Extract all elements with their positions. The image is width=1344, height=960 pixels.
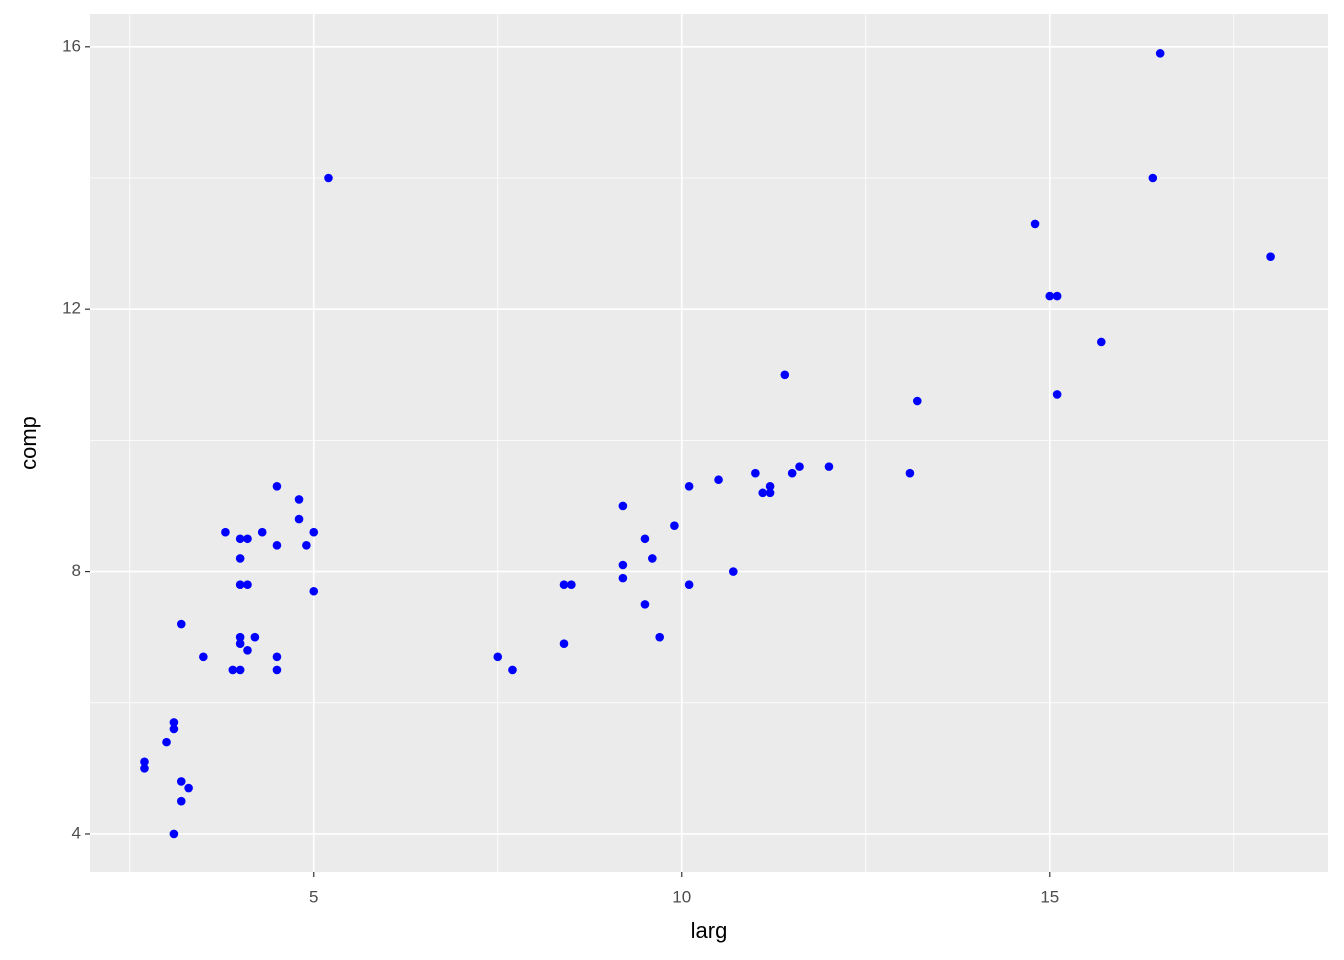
point	[309, 527, 319, 537]
point	[787, 468, 797, 478]
point	[324, 173, 333, 183]
point	[235, 580, 245, 589]
point	[309, 586, 319, 596]
point	[765, 481, 775, 491]
point	[567, 580, 576, 589]
point	[1030, 219, 1040, 229]
point	[1045, 291, 1055, 301]
panel	[90, 14, 1328, 872]
point	[162, 737, 171, 747]
point	[250, 632, 260, 642]
x-tick-label: 10	[672, 887, 691, 906]
point	[618, 573, 628, 583]
point	[176, 777, 186, 786]
point	[559, 580, 569, 589]
point	[1052, 390, 1062, 399]
point	[235, 665, 245, 675]
point	[169, 829, 179, 839]
point	[243, 580, 252, 589]
point	[1097, 337, 1106, 347]
point	[640, 534, 650, 544]
point	[243, 645, 252, 655]
point	[655, 632, 664, 642]
point	[1266, 252, 1275, 262]
point	[221, 527, 230, 537]
point	[765, 488, 775, 498]
y-tick-label: 12	[62, 299, 81, 318]
point	[912, 396, 922, 406]
point	[243, 534, 252, 544]
point	[257, 527, 267, 537]
point	[1052, 291, 1062, 301]
point	[140, 764, 149, 773]
point	[1155, 49, 1165, 58]
x-axis-title: larg	[691, 918, 728, 943]
point	[493, 652, 503, 662]
point	[559, 639, 569, 649]
point	[235, 639, 245, 649]
point	[184, 783, 193, 793]
x-tick-label: 15	[1040, 887, 1059, 906]
point	[905, 468, 915, 478]
point	[272, 665, 282, 675]
point	[272, 541, 282, 550]
y-tick-label: 4	[72, 823, 81, 842]
point	[640, 600, 650, 609]
point	[140, 757, 149, 767]
point	[272, 481, 282, 491]
point	[618, 560, 628, 570]
point	[199, 652, 208, 662]
point	[728, 567, 738, 576]
y-axis-title: comp	[16, 416, 41, 470]
point	[294, 514, 304, 524]
point	[684, 481, 694, 491]
point	[751, 468, 760, 478]
point	[648, 554, 657, 563]
y-tick-label: 16	[62, 36, 81, 55]
point	[235, 534, 245, 544]
point	[714, 475, 723, 485]
point	[235, 632, 245, 642]
point	[618, 501, 628, 511]
point	[795, 462, 804, 471]
y-tick-label: 8	[72, 561, 81, 580]
point	[176, 796, 186, 806]
point	[169, 724, 179, 734]
point	[670, 521, 679, 530]
point	[272, 652, 282, 662]
point	[235, 554, 245, 563]
point	[302, 541, 311, 550]
x-tick-label: 5	[309, 887, 318, 906]
point	[228, 665, 238, 675]
point	[294, 495, 304, 504]
point	[824, 462, 834, 471]
point	[169, 718, 179, 727]
point	[684, 580, 694, 589]
point	[1148, 173, 1158, 183]
point	[176, 619, 186, 629]
point	[758, 488, 768, 498]
point	[508, 665, 517, 675]
point	[780, 370, 790, 380]
